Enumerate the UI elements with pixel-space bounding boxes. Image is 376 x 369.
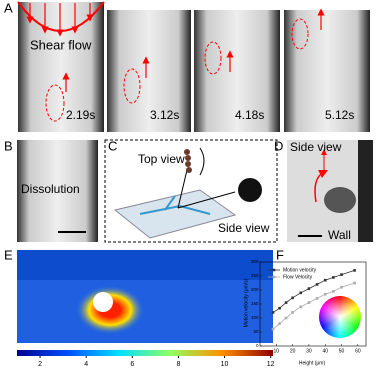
x-tick-label: 60 — [355, 348, 361, 354]
panel-label: E — [4, 247, 13, 262]
data-point — [323, 292, 327, 296]
view-label: Top view — [138, 152, 185, 166]
panel-label: D — [274, 138, 283, 153]
data-point — [332, 276, 335, 279]
wall-label: Wall — [328, 228, 351, 242]
color-wheel — [319, 296, 361, 338]
time-label: 3.12s — [150, 108, 179, 122]
colorbar-tick-label: 8 — [176, 361, 180, 368]
colorbar-tick-label: 6 — [130, 361, 134, 368]
time-label: 5.12s — [325, 108, 354, 122]
colorbar-tick-label: 2 — [38, 361, 42, 368]
y-tick-label: 100 — [251, 315, 259, 320]
data-point — [353, 281, 356, 285]
colorbar-ticks: 2 4 6 8 10 12 — [38, 356, 275, 368]
data-point — [284, 316, 288, 320]
panel-e: E — [4, 247, 273, 356]
y-tick-label: 150 — [251, 301, 259, 306]
y-tick-label: 50 — [253, 329, 259, 334]
data-point — [284, 301, 288, 304]
view-label: Side view — [290, 140, 342, 154]
flow-label: Shear flow — [30, 37, 92, 52]
data-point — [353, 269, 356, 272]
panel-c: C Top view Side view — [104, 138, 278, 243]
rotation-arrow — [314, 169, 329, 203]
panel-d: D Side view Wall — [274, 138, 373, 242]
data-point — [315, 283, 319, 286]
data-point — [340, 285, 343, 289]
channel — [139, 195, 211, 215]
colorbar-tick-label: 12 — [267, 361, 275, 368]
panel-a: A Shear flow 2.19s 3.12s 4.18s 5.12s — [4, 0, 370, 132]
x-axis-label: Height (μm) — [299, 360, 326, 366]
micrograph — [107, 10, 191, 132]
data-point — [332, 290, 335, 293]
legend-label: Flow Velocity — [283, 274, 313, 280]
particle-cluster — [238, 178, 262, 202]
data-point — [299, 305, 303, 309]
pointer — [177, 169, 188, 209]
panel-label: C — [108, 138, 117, 153]
y-tick-label: 250 — [251, 273, 259, 278]
legend-label: Motion velocity — [283, 267, 317, 273]
panel-frame — [104, 139, 278, 243]
y-tick-label: 200 — [251, 287, 259, 292]
data-point — [315, 297, 319, 300]
time-label: 4.18s — [235, 108, 264, 122]
wall — [358, 140, 373, 242]
x-tick-label: 30 — [306, 348, 312, 354]
data-point — [278, 306, 281, 310]
data-point — [323, 278, 327, 282]
legend-marker — [272, 275, 276, 279]
hot-region — [75, 285, 145, 335]
data-point — [278, 322, 281, 325]
x-tick-label: 20 — [290, 348, 296, 354]
x-tick-label: 10 — [274, 348, 280, 354]
y-tick-label: 300 — [251, 259, 259, 264]
panel-label: A — [4, 0, 13, 15]
panel-b: B Dissolution — [4, 138, 98, 242]
flow-arrows — [26, 3, 325, 92]
particle — [324, 187, 356, 213]
particle-chain — [184, 149, 192, 173]
legend-marker — [272, 268, 276, 272]
x-tick-label: 50 — [339, 348, 345, 354]
pointer — [177, 191, 236, 209]
micrograph — [18, 2, 104, 132]
panel-label: F — [276, 247, 284, 262]
data-point — [299, 291, 303, 295]
colorbar — [17, 350, 273, 356]
data-point — [291, 311, 294, 314]
panel-text: Dissolution — [21, 182, 80, 196]
x-tick-label: 40 — [322, 348, 328, 354]
data-point — [340, 273, 343, 276]
micrograph — [17, 140, 98, 242]
micrograph — [284, 10, 370, 132]
data-point — [271, 311, 275, 314]
data-point — [307, 301, 311, 304]
field-band — [17, 250, 273, 280]
panel-label: B — [4, 138, 13, 153]
data-point — [291, 296, 294, 300]
data-point — [271, 327, 275, 331]
colorbar-tick-label: 10 — [221, 361, 229, 368]
rotation-arrow — [199, 147, 205, 176]
time-label: 2.19s — [66, 108, 95, 122]
chip — [113, 189, 237, 239]
y-tick-label: 0 — [256, 343, 259, 348]
colorbar-tick-label: 4 — [84, 361, 88, 368]
particle — [93, 292, 113, 312]
view-label: Side view — [218, 221, 270, 235]
particle-outline — [45, 18, 309, 122]
data-point — [307, 287, 311, 290]
y-axis-label: Motion velocity (μm/s) — [243, 278, 249, 327]
chart: F Height (μm) Motion velocity (μm/s) 10 2… — [243, 247, 367, 366]
